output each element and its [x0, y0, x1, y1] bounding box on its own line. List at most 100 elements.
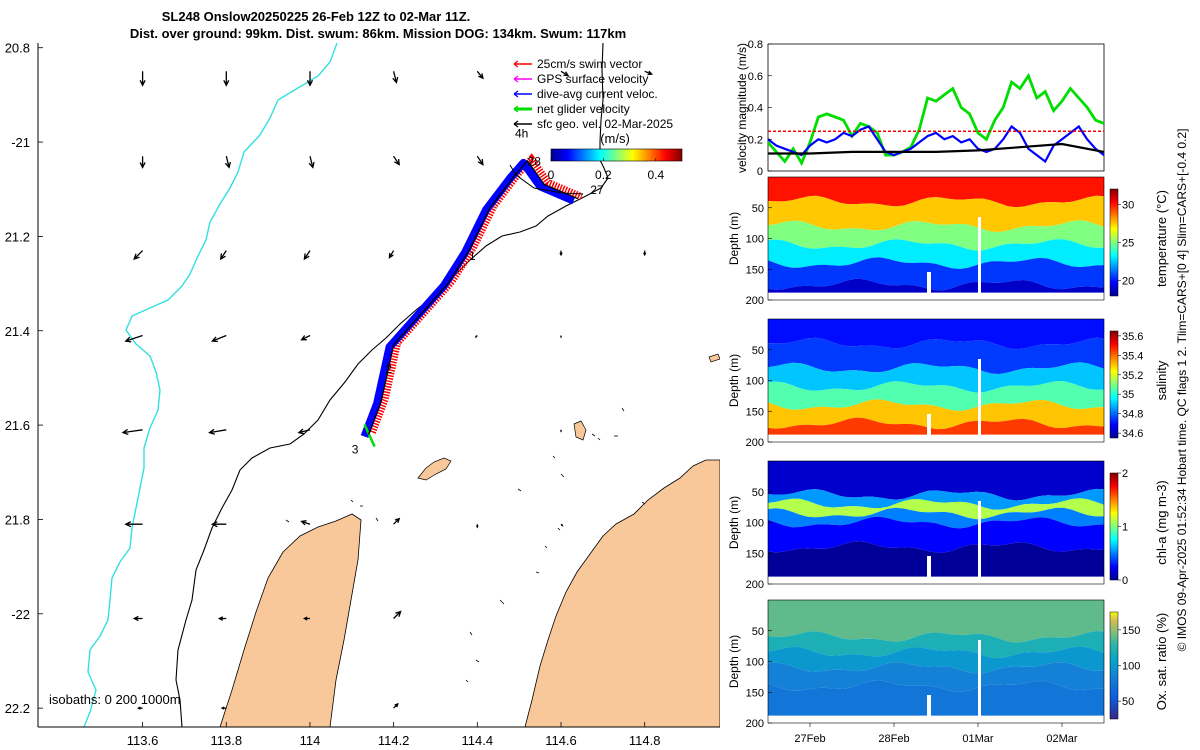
map-panel: SL248 Onslow20250225 26-Feb 12Z to 02-Ma…: [5, 9, 720, 748]
profile-colorbar-tick-label: 150: [1122, 625, 1140, 637]
profile-ytick-label: 50: [752, 487, 764, 499]
map-colorbar-tick-label: 0.4: [647, 168, 664, 182]
geo-vector-arrow: [210, 521, 227, 528]
map-y-ticks: 20.8 -21 21.2 21.4 21.6 21.8 -22 22.2: [5, 41, 43, 716]
geo-vector-arrow: [300, 334, 311, 341]
velocity-series-line: [768, 142, 1105, 155]
speckle: [499, 599, 505, 605]
geo-vector-arrow: [224, 156, 231, 169]
geo-vector-arrow: [393, 517, 401, 525]
profile-panel-salinity: 50 100 150 200 Depth (m) 35.6 35.4 35.2 35 34.8 34…: [727, 318, 1169, 449]
profile-band: [768, 399, 1104, 430]
profile-gap: [927, 272, 931, 300]
profile-colorbar-tick-label: 1: [1122, 522, 1128, 534]
profile-colorbar-tick-label: 34.6: [1122, 428, 1143, 440]
velocity-series-line: [766, 72, 1105, 167]
legend-label: dive-avg current veloc.: [537, 87, 658, 101]
profile-ytick-label: 200: [746, 295, 764, 307]
speckle: [535, 571, 540, 574]
isobath-200m: [175, 43, 609, 727]
map-xtick-label: 114.2: [378, 733, 410, 748]
map-ytick-label: 22.2: [5, 701, 30, 716]
profile-colorbar-label: chl-a (mg m-3): [1154, 480, 1169, 565]
velocity-ytick-label: 0.4: [748, 103, 763, 115]
geo-vector-arrow: [388, 250, 395, 259]
sfc-geo-vectors: [121, 70, 654, 710]
profile-gap: [927, 695, 931, 723]
map-xtick-label: 114.6: [545, 733, 577, 748]
profile-colorbar: [1109, 188, 1119, 297]
profile-colorbar-tick-label: 34.8: [1122, 409, 1143, 421]
geo-vector-arrow: [476, 524, 479, 529]
speckle: [557, 527, 561, 531]
profile-ytick-label: 50: [752, 203, 764, 215]
profile-band: [768, 662, 1104, 692]
map-colorbar-bar: [550, 148, 683, 162]
geo-vector-arrow: [139, 156, 146, 169]
profile-band: [768, 516, 1104, 553]
profile-ytick-label: 150: [746, 687, 764, 699]
profile-nodata: [768, 715, 1104, 723]
geo-vector-arrow: [303, 250, 311, 261]
profile-nodata: [768, 576, 1104, 584]
profile-band: [768, 362, 1104, 393]
geo-vector-arrow: [474, 335, 478, 338]
side-note: © IMOS 09-Apr-2025 01:52:34 Hobart time.…: [1175, 129, 1189, 652]
speckle: [597, 437, 601, 441]
map-colorbar: (m/s) 0 0.2 0.4: [548, 131, 683, 182]
speckle: [350, 499, 354, 503]
profile-panel-oxygen: 50 100 150 200 Depth (m) 150 100 50 Ox. sat. rat…: [727, 599, 1169, 730]
velocity-ytick-label: 0.2: [748, 134, 763, 146]
velocity-panel: 0 0.2 0.4 0.6 0.8 velocity magnitude (m/s): [735, 39, 1105, 178]
profile-band: [768, 680, 1104, 723]
map-ytick-label: -21: [11, 135, 30, 150]
velocity-plot-frame: [767, 43, 1105, 172]
profile-gap: [927, 556, 931, 584]
geo-vector-arrow: [121, 428, 143, 436]
map-xtick-label: 113.8: [210, 733, 242, 748]
profile-nodata: [768, 434, 1104, 442]
geo-vector-arrow: [208, 428, 227, 435]
profile-band: [768, 461, 1104, 501]
track-label: 28: [528, 155, 542, 169]
geo-vector-arrow: [560, 429, 562, 433]
geo-vector-arrow: [220, 706, 227, 710]
geo-vector-arrow: [139, 71, 146, 87]
geo-vector-arrow: [306, 71, 314, 87]
profile-ytick-label: 150: [746, 548, 764, 560]
speckle: [560, 473, 565, 478]
map-ytick-label: 21.6: [5, 418, 30, 433]
map-title-line1: SL248 Onslow20250225 26-Feb 12Z to 02-Ma…: [162, 9, 471, 24]
geo-vector-arrow: [132, 615, 143, 622]
geo-vector-arrow: [136, 706, 143, 710]
profile-colorbar-label: Ox. sat. ratio (%): [1154, 613, 1169, 711]
glider-track: [367, 159, 578, 435]
profile-band: [768, 498, 1104, 520]
speckle: [517, 488, 522, 492]
profile-ylabel: Depth (m): [727, 354, 741, 407]
profile-colorbar-tick-label: 35: [1122, 389, 1134, 401]
geo-vector-arrow: [392, 71, 399, 84]
profile-ytick-label: 50: [752, 345, 764, 357]
map-colorbar-tick-label: 0.2: [595, 168, 612, 182]
map-colorbar-label: (m/s): [600, 131, 630, 146]
profile-colorbar: [1109, 472, 1119, 581]
track-labels: 4h 28 27 1 2 3: [352, 126, 604, 456]
coastline-speckles: [285, 407, 646, 683]
map-colorbar-tick-label: 0: [548, 168, 555, 182]
legend-label: 25cm/s swim vector: [537, 57, 642, 71]
profile-panel-temperature: 50 100 150 200 Depth (m) 30 25 20 temperature (°…: [727, 176, 1169, 307]
map-xtick-label: 114.8: [629, 733, 661, 748]
profile-colorbar-label: salinity: [1154, 360, 1169, 400]
geo-vector-arrow: [302, 616, 310, 621]
legend-label: sfc geo. vel. 02-Mar-2025: [537, 117, 673, 131]
speckle: [641, 501, 646, 505]
geo-vector-arrow: [560, 523, 564, 527]
speckle: [591, 433, 596, 437]
profile-colorbar: [1109, 611, 1119, 720]
legend-label: net glider velocity: [537, 102, 630, 116]
map-ytick-label: 20.8: [5, 41, 30, 56]
map-ytick-label: 21.8: [5, 512, 30, 527]
velocity-ylabel: velocity magnitude (m/s): [735, 43, 749, 173]
